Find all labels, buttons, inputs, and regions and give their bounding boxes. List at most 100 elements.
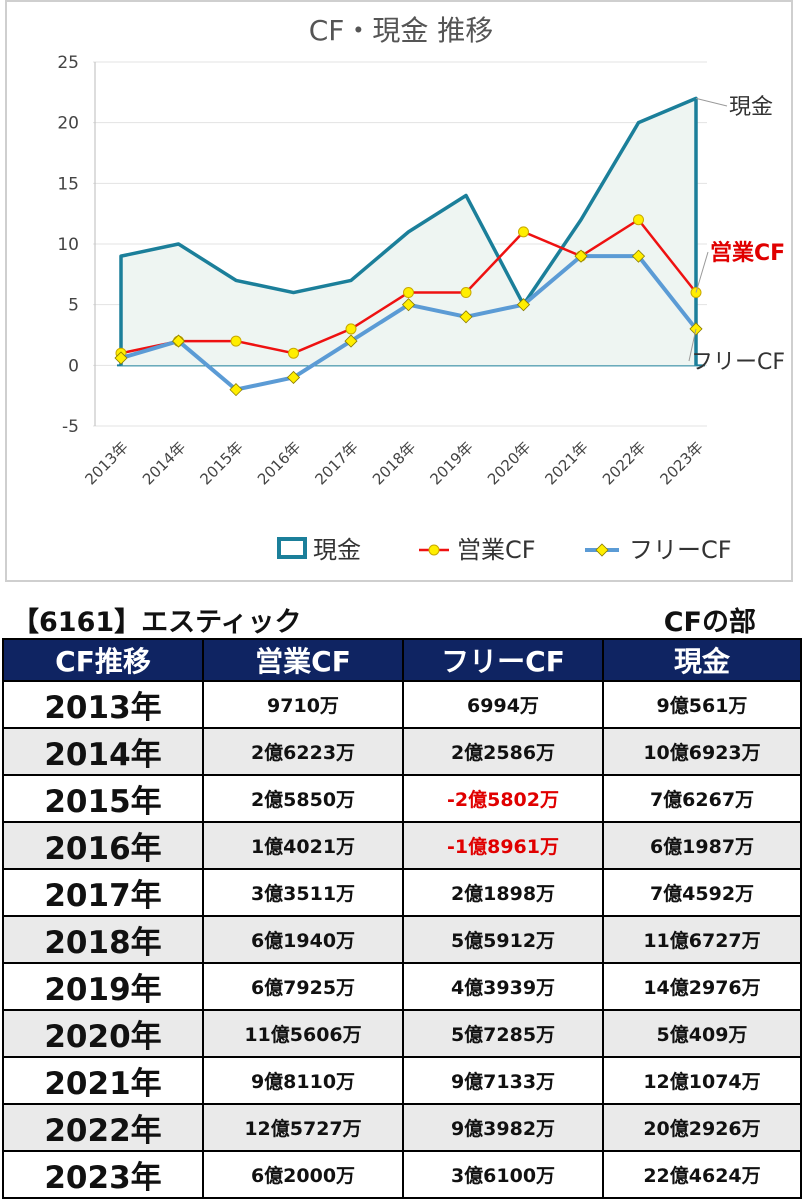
cash-cell: 7億4592万	[602, 868, 802, 917]
free-cf-end-label: フリーCF	[691, 350, 785, 375]
legend-operating-cf-label: 営業CF	[457, 536, 536, 564]
free-cf-cell: 5億5912万	[402, 915, 604, 964]
year-cell: 2013年	[2, 680, 204, 729]
chart-panel: CF・現金 推移 25 20 15 10 5 0 -5 現金 営業CF フリーCF 2013年 2014…	[5, 0, 793, 582]
table-row: 2020年 11億5606万 5億7285万 5億409万	[2, 1009, 802, 1058]
x-tick-label: 2023年	[656, 438, 706, 488]
leader-line	[695, 251, 709, 293]
y-tick-label: 15	[57, 174, 79, 194]
x-tick-label: 2021年	[541, 438, 591, 488]
legend-operating-cf-marker	[428, 544, 440, 556]
free-cf-point	[229, 383, 243, 397]
legend-free-cf-marker	[595, 543, 609, 557]
operating-cf-point	[518, 226, 529, 238]
header-cf-trend: CF推移	[2, 638, 204, 682]
header-free-cf: フリーCF	[402, 638, 604, 682]
table-row: 2022年 12億5727万 9億3982万 20億2926万	[2, 1103, 802, 1152]
table-row: 2013年 9710万 6994万 9億561万	[2, 680, 802, 729]
operating-cf-cell: 11億5606万	[202, 1009, 404, 1058]
free-cf-cell: 4億3939万	[402, 962, 604, 1011]
year-cell: 2015年	[2, 774, 204, 823]
table-row: 2019年 6億7925万 4億3939万 14億2976万	[2, 962, 802, 1011]
table-row: 2014年 2億6223万 2億2586万 10億6923万	[2, 727, 802, 776]
table-row: 2018年 6億1940万 5億5912万 11億6727万	[2, 915, 802, 964]
legend-free-cf-label: フリーCF	[629, 536, 732, 564]
company-title: 【6161】エスティック	[12, 607, 302, 638]
x-tick-label: 2016年	[254, 438, 304, 488]
y-tick-label: 0	[68, 356, 79, 376]
operating-cf-cell: 2億5850万	[202, 774, 404, 823]
free-cf-cell: -2億5802万	[402, 774, 604, 823]
table-row: 2023年 6億2000万 3億6100万 22億4624万	[2, 1150, 802, 1199]
x-tick-label: 2019年	[426, 438, 476, 488]
cash-cell: 22億4624万	[602, 1150, 802, 1199]
legend-cash-label: 現金	[313, 536, 361, 564]
x-tick-label: 2015年	[196, 438, 246, 488]
free-cf-point	[171, 334, 186, 348]
x-tick-label: 2017年	[311, 438, 361, 488]
operating-cf-cell: 6億1940万	[202, 915, 404, 964]
year-cell: 2023年	[2, 1150, 204, 1199]
x-tick-label: 2022年	[599, 438, 649, 488]
free-cf-point	[344, 334, 358, 348]
year-cell: 2014年	[2, 727, 204, 776]
cash-cell: 6億1987万	[602, 821, 802, 870]
cash-cell: 9億561万	[602, 680, 802, 729]
table-row: 2021年 9億8110万 9億7133万 12億1074万	[2, 1056, 802, 1105]
free-cf-point	[401, 298, 416, 312]
free-cf-point	[459, 310, 473, 324]
free-cf-cell: -1億8961万	[402, 821, 604, 870]
operating-cf-cell: 9億8110万	[202, 1056, 404, 1105]
operating-cf-cell: 9710万	[202, 680, 404, 729]
year-cell: 2020年	[2, 1009, 204, 1058]
year-cell: 2016年	[2, 821, 204, 870]
header-cash: 現金	[602, 638, 802, 682]
free-cf-cell: 6994万	[402, 680, 604, 729]
operating-cf-cell: 12億5727万	[202, 1103, 404, 1152]
operating-cf-point	[288, 347, 299, 359]
year-cell: 2019年	[2, 962, 204, 1011]
leader-line	[688, 328, 697, 362]
operating-cf-point	[230, 335, 242, 347]
free-cf-cell: 9億7133万	[402, 1056, 604, 1105]
free-cf-cell: 2億1898万	[402, 868, 604, 917]
y-tick-label: 10	[57, 235, 79, 255]
cash-cell: 11億6727万	[602, 915, 802, 964]
operating-cf-end-label: 営業CF	[710, 240, 785, 266]
operating-cf-point	[403, 287, 414, 299]
free-cf-point	[631, 249, 646, 263]
legend-cash-swatch	[277, 537, 307, 559]
chart-title: CF・現金 推移	[309, 14, 494, 47]
operating-cf-point	[345, 323, 357, 335]
x-tick-label: 2020年	[484, 438, 534, 488]
cf-table: CF推移 営業CF フリーCF 現金 2013年 9710万 6994万 9億561万…	[2, 638, 802, 1199]
operating-cf-cell: 6億2000万	[202, 1150, 404, 1199]
free-cf-cell: 9億3982万	[402, 1103, 604, 1152]
cash-end-label: 現金	[729, 95, 773, 120]
operating-cf-cell: 2億6223万	[202, 727, 404, 776]
operating-cf-cell: 1億4021万	[202, 821, 404, 870]
cash-cell: 7億6267万	[602, 774, 802, 823]
operating-cf-point	[460, 287, 472, 299]
free-cf-cell: 2億2586万	[402, 727, 604, 776]
y-tick-label: -5	[62, 417, 79, 437]
cash-cell: 5億409万	[602, 1009, 802, 1058]
x-tick-label: 2018年	[369, 438, 419, 488]
table-row: 2015年 2億5850万 -2億5802万 7億6267万	[2, 774, 802, 823]
cash-cell: 12億1074万	[602, 1056, 802, 1105]
y-tick-label: 20	[57, 114, 79, 134]
cash-cell: 14億2976万	[602, 962, 802, 1011]
year-cell: 2017年	[2, 868, 204, 917]
cash-line	[119, 96, 698, 366]
free-cf-point	[574, 249, 588, 263]
free-cf-cell: 3億6100万	[402, 1150, 604, 1199]
section-label: CFの部	[663, 607, 756, 638]
x-tick-label: 2013年	[81, 438, 131, 488]
table-row: 2017年 3億3511万 2億1898万 7億4592万	[2, 868, 802, 917]
free-cf-point	[114, 351, 128, 365]
free-cf-point	[516, 298, 531, 312]
year-cell: 2022年	[2, 1103, 204, 1152]
y-tick-label: 5	[68, 296, 79, 316]
year-cell: 2021年	[2, 1056, 204, 1105]
